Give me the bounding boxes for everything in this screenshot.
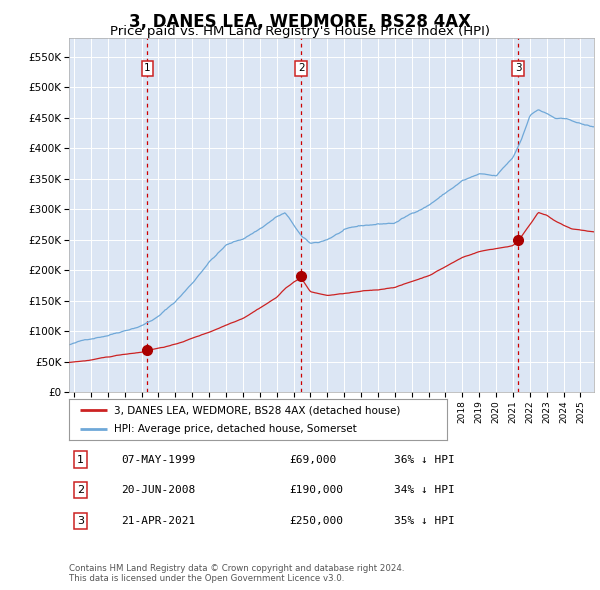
- Text: HPI: Average price, detached house, Somerset: HPI: Average price, detached house, Some…: [115, 424, 357, 434]
- Text: 2: 2: [77, 486, 84, 495]
- Text: 34% ↓ HPI: 34% ↓ HPI: [395, 486, 455, 495]
- Text: Contains HM Land Registry data © Crown copyright and database right 2024.
This d: Contains HM Land Registry data © Crown c…: [69, 563, 404, 583]
- Text: 1: 1: [77, 455, 84, 464]
- Text: 1: 1: [144, 64, 151, 73]
- Text: Price paid vs. HM Land Registry's House Price Index (HPI): Price paid vs. HM Land Registry's House …: [110, 25, 490, 38]
- Text: 36% ↓ HPI: 36% ↓ HPI: [395, 455, 455, 464]
- Text: 21-APR-2021: 21-APR-2021: [121, 516, 196, 526]
- Text: 3: 3: [515, 64, 521, 73]
- Text: 20-JUN-2008: 20-JUN-2008: [121, 486, 196, 495]
- Text: 3, DANES LEA, WEDMORE, BS28 4AX: 3, DANES LEA, WEDMORE, BS28 4AX: [129, 13, 471, 31]
- Text: £69,000: £69,000: [290, 455, 337, 464]
- Text: 2: 2: [298, 64, 305, 73]
- Text: 3: 3: [77, 516, 84, 526]
- Text: £250,000: £250,000: [290, 516, 343, 526]
- Text: 3, DANES LEA, WEDMORE, BS28 4AX (detached house): 3, DANES LEA, WEDMORE, BS28 4AX (detache…: [115, 405, 401, 415]
- Text: 07-MAY-1999: 07-MAY-1999: [121, 455, 196, 464]
- Text: £190,000: £190,000: [290, 486, 343, 495]
- Text: 35% ↓ HPI: 35% ↓ HPI: [395, 516, 455, 526]
